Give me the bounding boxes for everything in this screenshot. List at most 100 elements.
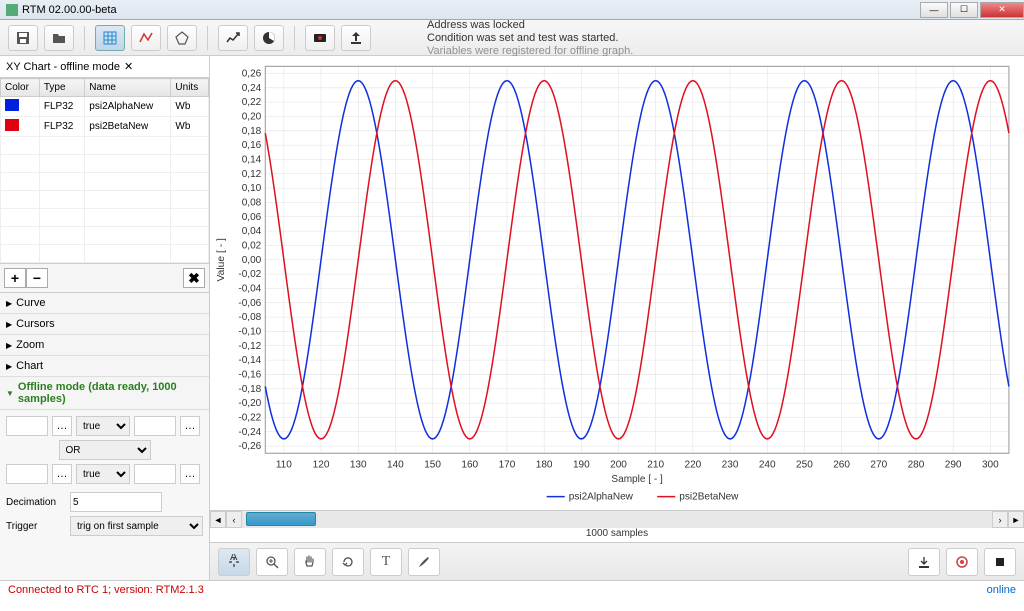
accordion-label: Zoom [16, 339, 44, 351]
brush-button[interactable] [408, 548, 440, 576]
cond2-var-input[interactable] [6, 464, 48, 484]
cond2-op-select[interactable]: true [76, 464, 130, 484]
remove-variable-button[interactable]: − [26, 268, 48, 288]
zoom-button[interactable] [256, 548, 288, 576]
svg-text:120: 120 [313, 460, 330, 471]
svg-text:300: 300 [982, 460, 999, 471]
add-variable-button[interactable]: + [4, 268, 26, 288]
table-row[interactable]: FLP32psi2BetaNewWb [1, 117, 209, 137]
decimation-label: Decimation [6, 497, 66, 508]
pan-button[interactable] [294, 548, 326, 576]
svg-text:A: A [230, 554, 238, 563]
trend-button[interactable] [218, 25, 248, 51]
scroll-right-step-button[interactable]: › [992, 511, 1008, 528]
xy-plot[interactable]: -0,26-0,24-0,22-0,20-0,18-0,16-0,14-0,12… [210, 56, 1024, 510]
svg-text:-0,04: -0,04 [238, 283, 261, 294]
accordion-section[interactable]: ▶Chart [0, 356, 209, 377]
svg-text:0,22: 0,22 [242, 97, 262, 108]
table-row[interactable] [1, 227, 209, 245]
sample-count-label: 1000 samples [210, 528, 1024, 542]
table-row[interactable] [1, 155, 209, 173]
svg-text:210: 210 [647, 460, 664, 471]
cond1-browse-button[interactable]: … [52, 416, 72, 436]
panel-tab-label: XY Chart - offline mode [6, 61, 120, 73]
svg-text:-0,12: -0,12 [238, 341, 261, 352]
open-button[interactable] [44, 25, 74, 51]
table-header[interactable]: Type [39, 79, 84, 97]
svg-text:190: 190 [573, 460, 590, 471]
minimize-button[interactable]: — [920, 2, 948, 18]
svg-text:230: 230 [722, 460, 739, 471]
table-row[interactable]: FLP32psi2AlphaNewWb [1, 97, 209, 117]
connection-status: Connected to RTC 1; version: RTM2.1.3 [8, 584, 204, 596]
status-msg-line: Condition was set and test was started. [427, 32, 633, 45]
svg-text:170: 170 [499, 460, 516, 471]
text-annotation-button[interactable]: T [370, 548, 402, 576]
polygon-button[interactable] [167, 25, 197, 51]
scroll-left-button[interactable]: ◄ [210, 511, 226, 528]
pie-chart-button[interactable] [254, 25, 284, 51]
accordion-section[interactable]: ▶Curve [0, 293, 209, 314]
upload-button[interactable] [341, 25, 371, 51]
svg-text:0,14: 0,14 [242, 154, 262, 165]
accordion-label: Cursors [16, 318, 55, 330]
svg-text:Sample [ - ]: Sample [ - ] [611, 474, 662, 485]
status-messages: Address was locked Condition was set and… [427, 19, 633, 59]
table-row[interactable] [1, 209, 209, 227]
trigger-select[interactable]: trig on first sample [70, 516, 203, 536]
table-header[interactable]: Color [1, 79, 40, 97]
cond1-val-browse-button[interactable]: … [180, 416, 200, 436]
close-button[interactable]: ✕ [980, 2, 1024, 18]
cond1-var-input[interactable] [6, 416, 48, 436]
add-remove-bar: + − ✖ [0, 263, 209, 293]
cond2-browse-button[interactable]: … [52, 464, 72, 484]
table-header[interactable]: Name [85, 79, 171, 97]
cond2-val-browse-button[interactable]: … [180, 464, 200, 484]
line-chart-button[interactable] [131, 25, 161, 51]
record-chart-button[interactable] [946, 548, 978, 576]
scroll-thumb[interactable] [246, 512, 316, 526]
chevron-right-icon: ▶ [6, 320, 12, 329]
scroll-right-button[interactable]: ► [1008, 511, 1024, 528]
offline-mode-section[interactable]: ▼ Offline mode (data ready, 1000 samples… [0, 377, 209, 410]
record-button[interactable] [305, 25, 335, 51]
table-row[interactable] [1, 137, 209, 155]
grid-view-button[interactable] [95, 25, 125, 51]
svg-text:-0,24: -0,24 [238, 427, 261, 438]
clear-variables-button[interactable]: ✖ [183, 268, 205, 288]
table-row[interactable] [1, 173, 209, 191]
cond1-op-select[interactable]: true [76, 416, 130, 436]
svg-text:0,20: 0,20 [242, 111, 262, 122]
decimation-input[interactable] [70, 492, 162, 512]
maximize-button[interactable]: ☐ [950, 2, 978, 18]
table-header[interactable]: Units [171, 79, 209, 97]
cond2-val-input[interactable] [134, 464, 176, 484]
table-row[interactable] [1, 191, 209, 209]
svg-text:220: 220 [684, 460, 701, 471]
scroll-track[interactable] [242, 511, 992, 528]
chevron-down-icon: ▼ [6, 389, 14, 398]
svg-text:-0,20: -0,20 [238, 398, 261, 409]
close-tab-icon[interactable]: ✕ [124, 60, 133, 73]
svg-text:-0,10: -0,10 [238, 326, 261, 337]
svg-text:0,18: 0,18 [242, 126, 262, 137]
table-row[interactable] [1, 245, 209, 263]
svg-text:0,02: 0,02 [242, 240, 262, 251]
scroll-left-step-button[interactable]: ‹ [226, 511, 242, 528]
panel-tab[interactable]: XY Chart - offline mode ✕ [0, 56, 209, 78]
svg-text:-0,06: -0,06 [238, 298, 261, 309]
stop-chart-button[interactable] [984, 548, 1016, 576]
svg-text:0,10: 0,10 [242, 183, 262, 194]
export-button[interactable] [908, 548, 940, 576]
cursor-mode-button[interactable]: A [218, 548, 250, 576]
offline-mode-panel: … true … OR … true … Decimation Trigger [0, 410, 209, 580]
svg-text:0,26: 0,26 [242, 68, 262, 79]
accordion-section[interactable]: ▶Zoom [0, 335, 209, 356]
svg-text:150: 150 [424, 460, 441, 471]
logic-op-select[interactable]: OR [59, 440, 151, 460]
save-button[interactable] [8, 25, 38, 51]
refresh-button[interactable] [332, 548, 364, 576]
cond1-val-input[interactable] [134, 416, 176, 436]
horizontal-scrollbar[interactable]: ◄ ‹ › ► [210, 510, 1024, 528]
accordion-section[interactable]: ▶ Cursors [0, 314, 209, 335]
